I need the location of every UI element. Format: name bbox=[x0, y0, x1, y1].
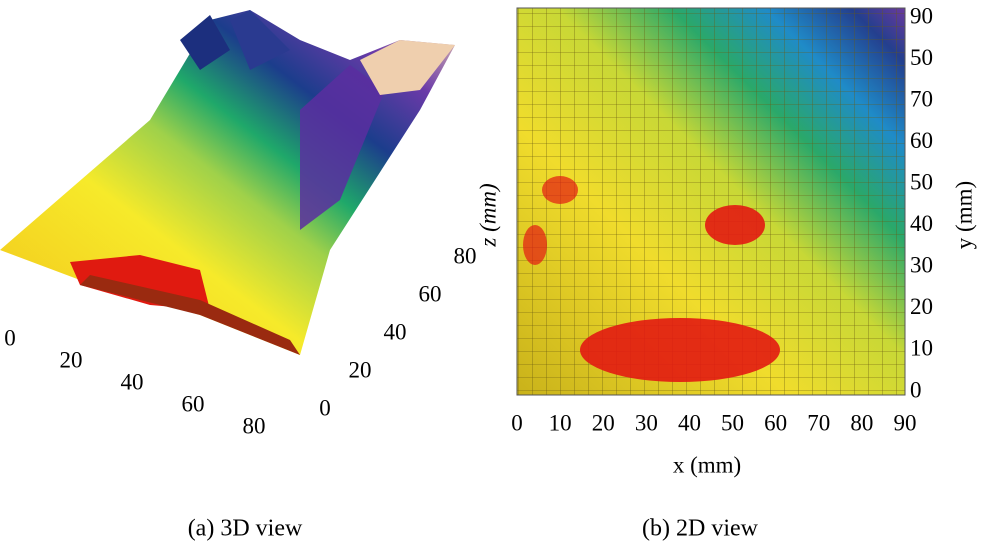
z-axis-label: z (mm) bbox=[475, 183, 500, 247]
x-tick-label: 20 bbox=[592, 410, 615, 435]
y-tick-label: 0 bbox=[910, 377, 922, 402]
y-tick-label: 80 bbox=[454, 243, 477, 268]
x-axis-label: x (mm) bbox=[673, 452, 741, 477]
y-tick-label: 60 bbox=[419, 281, 442, 306]
y-tick-label: 60 bbox=[910, 128, 933, 153]
y-tick-label: 40 bbox=[910, 211, 933, 236]
x-tick-label: 80 bbox=[243, 413, 266, 438]
y-tick-label: 50 bbox=[910, 170, 933, 195]
x-tick-label: 60 bbox=[182, 391, 205, 416]
y-tick-label: 10 bbox=[910, 336, 933, 361]
x-tick-label: 80 bbox=[850, 410, 873, 435]
heatmap-2d bbox=[516, 7, 906, 396]
y-tick-label: 70 bbox=[910, 86, 933, 111]
x-tick-label: 0 bbox=[4, 325, 16, 350]
x-tick-label: 90 bbox=[894, 410, 917, 435]
y-tick-label: 20 bbox=[349, 357, 372, 382]
y-axis-label: y (mm) bbox=[951, 181, 976, 249]
surface-3d bbox=[0, 10, 455, 355]
y-tick-label: 30 bbox=[910, 253, 933, 278]
y-tick-label: 40 bbox=[384, 319, 407, 344]
y-tick-label: 20 bbox=[910, 294, 933, 319]
x-tick-label: 40 bbox=[121, 369, 144, 394]
x-tick-label: 60 bbox=[764, 410, 787, 435]
x-tick-label: 20 bbox=[60, 347, 83, 372]
x-tick-label: 40 bbox=[678, 410, 701, 435]
y-tick-label: 90 bbox=[910, 3, 933, 28]
x-tick-label: 0 bbox=[511, 410, 523, 435]
x-tick-label: 70 bbox=[807, 410, 830, 435]
caption: (b) 2D view bbox=[642, 516, 759, 542]
y-tick-label: 50 bbox=[910, 45, 933, 70]
x-tick-label: 50 bbox=[721, 410, 744, 435]
caption: (a) 3D view bbox=[188, 516, 303, 542]
y-tick-label: 0 bbox=[319, 395, 331, 420]
x-tick-label: 10 bbox=[549, 410, 572, 435]
x-tick-label: 30 bbox=[635, 410, 658, 435]
